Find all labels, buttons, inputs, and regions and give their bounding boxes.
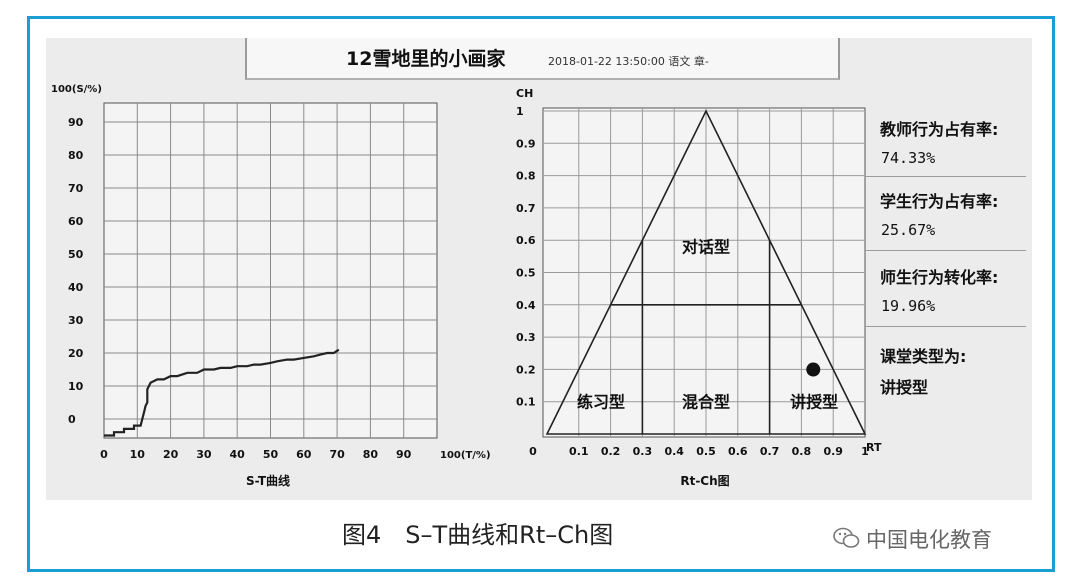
rtch-y-tick-label: 1	[516, 105, 524, 118]
rtch-x-tick-label: 0.2	[601, 445, 621, 458]
rtch-y-tick-label: 0.7	[516, 202, 536, 215]
st-y-tick-label: 70	[68, 182, 84, 195]
region-dialogue: 对话型	[682, 238, 730, 257]
divider	[866, 250, 1026, 251]
st-y-tick-label: 60	[68, 215, 84, 228]
rtch-grid	[542, 107, 866, 438]
divider	[866, 176, 1026, 177]
student-ratio-value: 25.67%	[881, 221, 936, 239]
rtch-x-tick-label: 0.4	[664, 445, 684, 458]
st-curve	[104, 348, 340, 437]
st-x-tick-label: 70	[329, 448, 345, 461]
st-x-tick-label: 0	[100, 448, 108, 461]
watermark-text: 中国电化教育	[866, 528, 992, 552]
st-y-tick-label: 20	[68, 347, 84, 360]
rtch-x-tick-label: 0.9	[823, 445, 843, 458]
st-y-tick-label: 30	[68, 314, 84, 327]
lesson-title: 12雪地里的小画家	[346, 48, 506, 70]
teacher-ratio-value: 74.33%	[881, 149, 936, 167]
st-y-tick-label: 0	[68, 413, 76, 426]
rtch-x-tick-label: 0.7	[760, 445, 780, 458]
rtch-x-axis-label: RT	[866, 441, 882, 454]
rtch-y-tick-label: 0.2	[516, 363, 536, 376]
rtch-x-tick-label: 0.1	[569, 445, 589, 458]
st-y-tick-label: 90	[68, 116, 84, 129]
rtch-y-ticks: 0.1 0.2 0.3 0.4 0.5 0.6 0.7 0.8 0.9 1	[516, 105, 536, 409]
st-y-tick-label: 80	[68, 149, 84, 162]
region-lecture: 讲授型	[790, 393, 838, 412]
rtch-x-tick-label: 0.6	[728, 445, 748, 458]
wechat-icon	[833, 527, 860, 548]
rtch-x-ticks: 0 0.1 0.2 0.3 0.4 0.5 0.6 0.7 0.8 0.9 1	[529, 445, 869, 458]
st-x-tick-label: 30	[196, 448, 212, 461]
st-x-tick-label: 90	[396, 448, 412, 461]
rtch-triangle	[545, 109, 867, 435]
region-mixed: 混合型	[682, 393, 730, 412]
rtch-y-tick-label: 0.8	[516, 170, 536, 183]
rtch-y-tick-label: 0.9	[516, 137, 536, 150]
student-ratio-label: 学生行为占有率:	[880, 192, 999, 211]
st-y-tick-label: 10	[68, 380, 84, 393]
rtch-y-tick-label: 0.4	[516, 299, 536, 312]
st-x-tick-label: 40	[230, 448, 246, 461]
rtch-y-tick-label: 0.5	[516, 267, 536, 280]
region-practice: 练习型	[577, 393, 625, 412]
rtch-y-tick-label: 0.6	[516, 234, 536, 247]
st-grid	[103, 102, 438, 439]
rtch-data-point	[806, 362, 821, 377]
rtch-triangle-outline	[545, 109, 867, 435]
divider	[866, 326, 1026, 327]
rtch-x-tick-label: 0.3	[633, 445, 653, 458]
rtch-chart-label: Rt-Ch图	[680, 474, 729, 488]
class-type-label: 课堂类型为:	[880, 347, 967, 366]
st-x-axis-label: 100(T/%)	[440, 450, 491, 461]
transition-ratio-label: 师生行为转化率:	[880, 268, 999, 287]
st-y-tick-label: 40	[68, 281, 84, 294]
rtch-points	[806, 362, 821, 377]
rtch-y-axis-label: CH	[516, 87, 533, 100]
st-y-ticks: 0 10 20 30 40 50 60 70 80 90	[68, 116, 84, 426]
lesson-meta: 2018-01-22 13:50:00 语文 章-	[548, 55, 709, 68]
rtch-x-tick-label: 0.8	[792, 445, 812, 458]
st-x-tick-label: 80	[363, 448, 379, 461]
figure-caption: 图4 S–T曲线和Rt–Ch图	[342, 521, 614, 549]
rtch-x-tick-label: 0	[529, 445, 537, 458]
rtch-x-tick-label: 1	[861, 445, 869, 458]
st-x-tick-label: 10	[130, 448, 146, 461]
st-x-tick-label: 60	[296, 448, 312, 461]
st-x-tick-label: 20	[163, 448, 179, 461]
class-type-value: 讲授型	[880, 378, 929, 397]
transition-ratio-value: 19.96%	[881, 297, 936, 315]
rtch-x-tick-label: 0.5	[696, 445, 716, 458]
st-y-axis-label: 100(S/%)	[51, 84, 102, 95]
lesson-title-bar	[245, 38, 840, 80]
teacher-ratio-label: 教师行为占有率:	[880, 120, 999, 139]
st-chart-label: S-T曲线	[246, 473, 290, 488]
st-x-tick-label: 50	[263, 448, 279, 461]
rtch-y-tick-label: 0.1	[516, 396, 536, 409]
st-x-ticks: 0 10 20 30 40 50 60 70 80 90	[100, 448, 412, 461]
rtch-y-tick-label: 0.3	[516, 331, 536, 344]
st-y-tick-label: 50	[68, 248, 84, 261]
